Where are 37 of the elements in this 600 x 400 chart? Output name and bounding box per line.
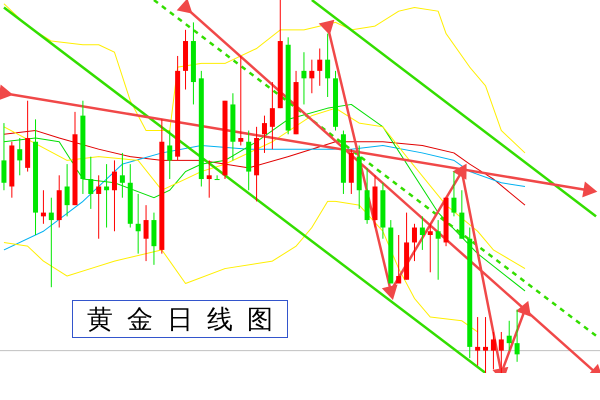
candlestick (238, 55, 244, 146)
candlestick (325, 33, 330, 98)
candlestick (64, 164, 70, 217)
candlestick (317, 48, 322, 86)
candlestick (167, 130, 172, 180)
candlestick (206, 160, 212, 198)
candlestick (17, 138, 22, 176)
candlestick (514, 309, 520, 362)
candlestick (40, 190, 46, 224)
candlestick (120, 152, 125, 198)
point (453, 164, 467, 180)
candlestick (428, 223, 433, 273)
candlestick (475, 316, 480, 366)
candlestick (48, 197, 54, 288)
candlestick (104, 164, 110, 228)
text: 黄金日线图 (72, 300, 288, 338)
candlestick (451, 171, 456, 217)
candlestick (396, 234, 402, 284)
candlestick (262, 115, 267, 154)
candlestick (88, 156, 94, 210)
point (516, 301, 531, 317)
candlestick (420, 216, 425, 250)
candlestick (498, 331, 504, 373)
candlestick (301, 52, 306, 105)
candlestick (144, 204, 149, 262)
candlestick (96, 174, 102, 240)
candlestick (483, 316, 488, 373)
candlestick (112, 160, 117, 232)
candlestick (436, 220, 441, 280)
candlestick (490, 331, 496, 370)
candlestick (136, 193, 141, 254)
candlestick (412, 223, 417, 262)
candlestick (214, 174, 220, 180)
point (319, 20, 334, 35)
candlestick (506, 320, 512, 352)
candlestick (309, 59, 314, 94)
candlestick (270, 82, 275, 150)
